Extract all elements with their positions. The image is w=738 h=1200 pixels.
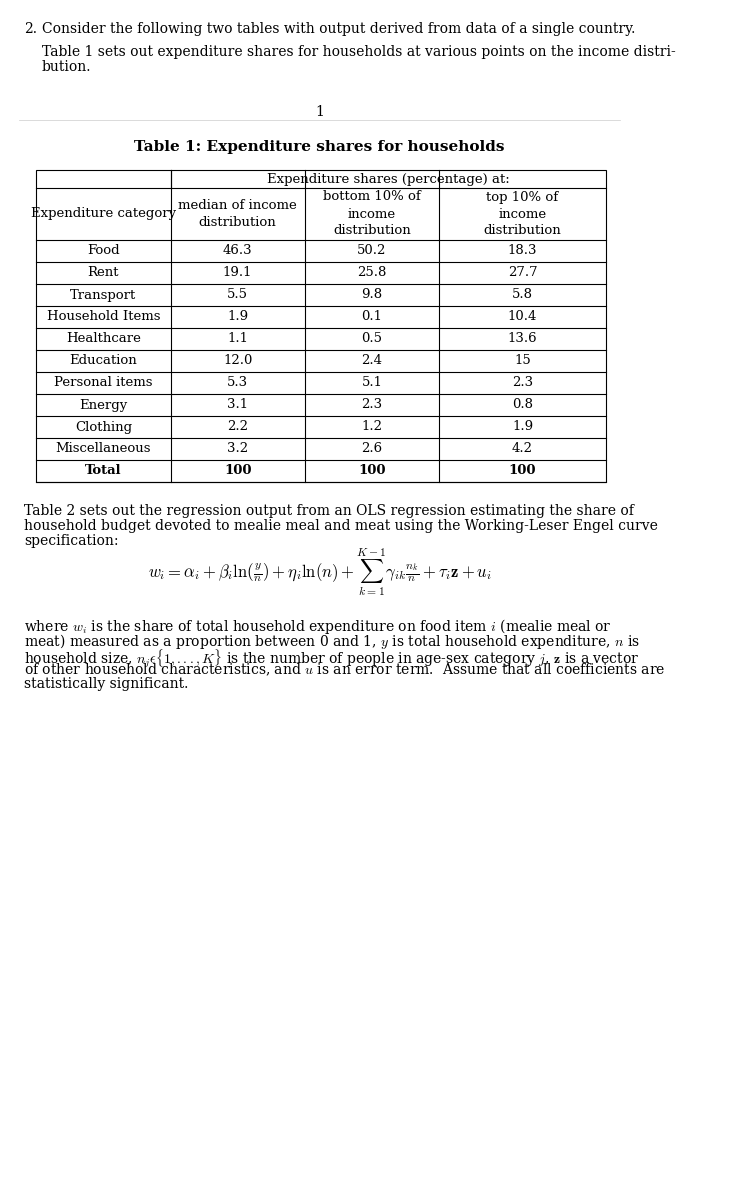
Text: Total: Total xyxy=(85,464,122,478)
Text: household size, $n_j \epsilon \{1,...,K\}$ is the number of people in age-sex ca: household size, $n_j \epsilon \{1,...,K\… xyxy=(24,647,639,670)
Text: Food: Food xyxy=(87,245,120,258)
Text: 9.8: 9.8 xyxy=(362,288,382,301)
Text: bution.: bution. xyxy=(41,60,91,74)
Text: 2.3: 2.3 xyxy=(362,398,382,412)
Text: Table 1: Expenditure shares for households: Table 1: Expenditure shares for househol… xyxy=(134,140,505,154)
Text: 1.1: 1.1 xyxy=(227,332,248,346)
Text: bottom 10% of
income
distribution: bottom 10% of income distribution xyxy=(323,191,421,238)
Text: 46.3: 46.3 xyxy=(223,245,252,258)
Text: 13.6: 13.6 xyxy=(508,332,537,346)
Text: 2.6: 2.6 xyxy=(362,443,382,456)
Text: Miscellaneous: Miscellaneous xyxy=(56,443,151,456)
Text: 4.2: 4.2 xyxy=(512,443,533,456)
Text: 2.4: 2.4 xyxy=(362,354,382,367)
Text: specification:: specification: xyxy=(24,534,119,548)
Text: Table 2 sets out the regression output from an OLS regression estimating the sha: Table 2 sets out the regression output f… xyxy=(24,504,634,518)
Text: 5.1: 5.1 xyxy=(362,377,382,390)
Text: Household Items: Household Items xyxy=(46,311,160,324)
Text: 1.2: 1.2 xyxy=(362,420,382,433)
Text: 19.1: 19.1 xyxy=(223,266,252,280)
Text: Rent: Rent xyxy=(88,266,120,280)
Text: 5.8: 5.8 xyxy=(512,288,533,301)
Text: median of income
distribution: median of income distribution xyxy=(179,199,297,229)
Text: Consider the following two tables with output derived from data of a single coun: Consider the following two tables with o… xyxy=(41,22,635,36)
Text: top 10% of
income
distribution: top 10% of income distribution xyxy=(483,191,562,238)
Text: 100: 100 xyxy=(358,464,386,478)
Text: 2.2: 2.2 xyxy=(227,420,248,433)
Text: 15: 15 xyxy=(514,354,531,367)
Text: 0.1: 0.1 xyxy=(362,311,382,324)
Text: 27.7: 27.7 xyxy=(508,266,537,280)
Text: meat) measured as a proportion between 0 and 1, $y$ is total household expenditu: meat) measured as a proportion between 0… xyxy=(24,632,641,650)
Text: 10.4: 10.4 xyxy=(508,311,537,324)
Text: 5.5: 5.5 xyxy=(227,288,248,301)
Text: Expenditure category: Expenditure category xyxy=(31,208,176,221)
Text: Expenditure shares (percentage) at:: Expenditure shares (percentage) at: xyxy=(267,173,510,186)
Text: Energy: Energy xyxy=(80,398,128,412)
Text: 25.8: 25.8 xyxy=(357,266,387,280)
Text: 12.0: 12.0 xyxy=(223,354,252,367)
Text: household budget devoted to mealie meal and meat using the Working-Leser Engel c: household budget devoted to mealie meal … xyxy=(24,518,658,533)
Text: 18.3: 18.3 xyxy=(508,245,537,258)
Text: 100: 100 xyxy=(508,464,537,478)
Text: 1.9: 1.9 xyxy=(227,311,248,324)
Text: 2.: 2. xyxy=(24,22,37,36)
Text: 0.5: 0.5 xyxy=(362,332,382,346)
Text: $w_i = \alpha_i + \beta_i \mathrm{ln}\left(\frac{y}{n}\right) + \eta_i \mathrm{l: $w_i = \alpha_i + \beta_i \mathrm{ln}\le… xyxy=(148,546,492,598)
Text: 0.8: 0.8 xyxy=(512,398,533,412)
Text: 3.2: 3.2 xyxy=(227,443,248,456)
Text: 100: 100 xyxy=(224,464,252,478)
Text: statistically significant.: statistically significant. xyxy=(24,677,189,691)
Text: where $w_i$ is the share of total household expenditure on food item $i$ (mealie: where $w_i$ is the share of total househ… xyxy=(24,617,612,636)
Text: Personal items: Personal items xyxy=(54,377,153,390)
Text: 5.3: 5.3 xyxy=(227,377,248,390)
Bar xyxy=(36,170,606,482)
Text: 2.3: 2.3 xyxy=(512,377,533,390)
Text: 1: 1 xyxy=(315,104,324,119)
Text: Clothing: Clothing xyxy=(75,420,132,433)
Text: 3.1: 3.1 xyxy=(227,398,248,412)
Text: 50.2: 50.2 xyxy=(357,245,387,258)
Text: Healthcare: Healthcare xyxy=(66,332,141,346)
Text: Transport: Transport xyxy=(70,288,137,301)
Text: Table 1 sets out expenditure shares for households at various points on the inco: Table 1 sets out expenditure shares for … xyxy=(41,44,675,59)
Text: of other household characteristics, and $u$ is an error term.  Assume that all c: of other household characteristics, and … xyxy=(24,662,666,678)
Text: Education: Education xyxy=(69,354,137,367)
Text: 1.9: 1.9 xyxy=(512,420,533,433)
